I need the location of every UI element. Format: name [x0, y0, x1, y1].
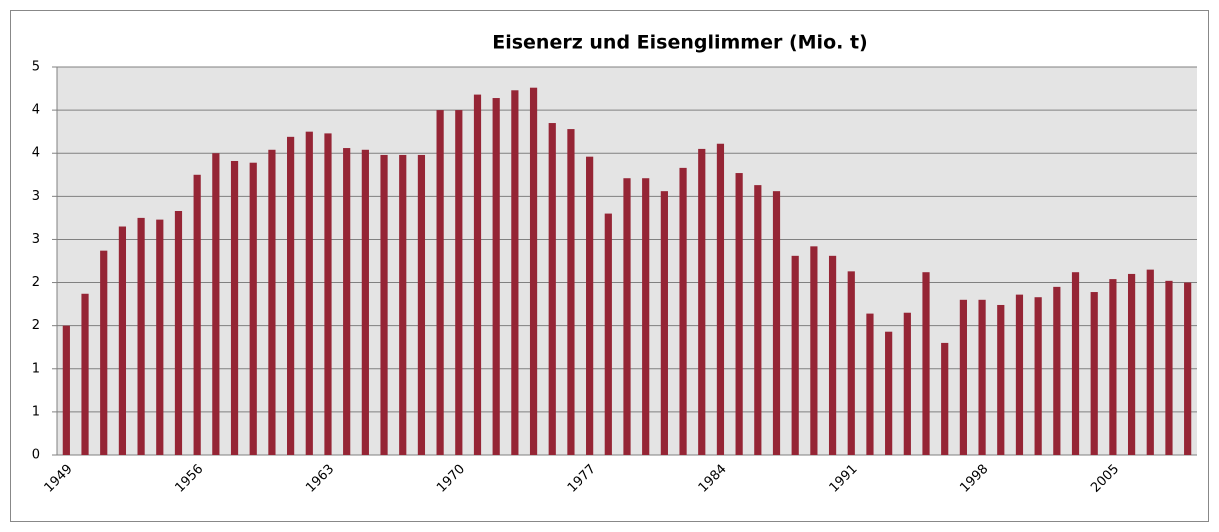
bar: [399, 154, 407, 456]
bar: [455, 110, 463, 455]
bar: [604, 213, 612, 455]
bar: [735, 173, 743, 455]
y-tick-label: 2: [32, 275, 40, 290]
y-tick-label: 4: [32, 146, 40, 161]
bar: [698, 148, 706, 455]
bar: [100, 250, 108, 455]
bar: [492, 98, 500, 455]
bar: [436, 110, 444, 455]
y-tick-label: 0: [32, 448, 40, 463]
bar: [324, 133, 332, 455]
bar: [1090, 292, 1098, 455]
y-tick-label: 1: [32, 404, 40, 419]
bar: [1146, 269, 1154, 455]
bar: [772, 191, 781, 455]
bar: [230, 160, 239, 455]
bar: [529, 87, 538, 456]
bar: [997, 304, 1005, 455]
bar: [473, 94, 482, 455]
y-tick-label: 1: [32, 361, 40, 376]
y-tick-label: 5: [32, 60, 40, 75]
y-tick-label: 2: [32, 318, 40, 333]
bar: [1053, 286, 1061, 455]
bar: [847, 271, 855, 455]
bar: [642, 178, 650, 455]
bar: [1165, 280, 1173, 455]
bar: [1071, 272, 1080, 455]
bar: [156, 219, 164, 455]
bar: [791, 255, 799, 455]
bar: [417, 154, 426, 456]
bar: [660, 191, 668, 455]
bar: [511, 90, 519, 455]
bar: [903, 312, 911, 455]
bar: [1109, 279, 1117, 455]
bar: [586, 156, 594, 455]
bar: [1127, 273, 1136, 455]
bar: [1015, 294, 1024, 455]
bar: [62, 325, 70, 455]
bar: [866, 313, 874, 455]
y-tick-label: 4: [32, 103, 40, 118]
bar: [810, 246, 818, 455]
bar: [548, 123, 556, 456]
bar: [679, 167, 687, 455]
bar: [81, 293, 89, 455]
bar: [193, 174, 201, 455]
bar: [623, 178, 631, 455]
bar: [380, 154, 388, 456]
bar: [174, 210, 183, 455]
bar: [885, 331, 893, 455]
bar: [343, 148, 351, 455]
bar: [922, 272, 930, 455]
bar: [268, 149, 276, 456]
bar: [118, 226, 127, 455]
bar: [828, 255, 837, 455]
chart-title: Eisenerz und Eisenglimmer (Mio. t): [492, 32, 867, 54]
bar: [361, 149, 369, 456]
y-tick-label: 3: [32, 232, 40, 247]
bar: [978, 299, 986, 455]
bar: [1184, 282, 1192, 455]
bar: [1034, 297, 1042, 455]
bar: [567, 129, 575, 455]
bar: [959, 299, 967, 455]
bar: [212, 153, 220, 455]
bar: [716, 143, 725, 455]
bar: [305, 131, 313, 455]
bar: [287, 136, 295, 455]
bar: [754, 185, 762, 455]
bar: [137, 217, 145, 455]
bar: [249, 162, 257, 455]
bar: [941, 342, 949, 455]
y-tick-label: 3: [32, 189, 40, 204]
